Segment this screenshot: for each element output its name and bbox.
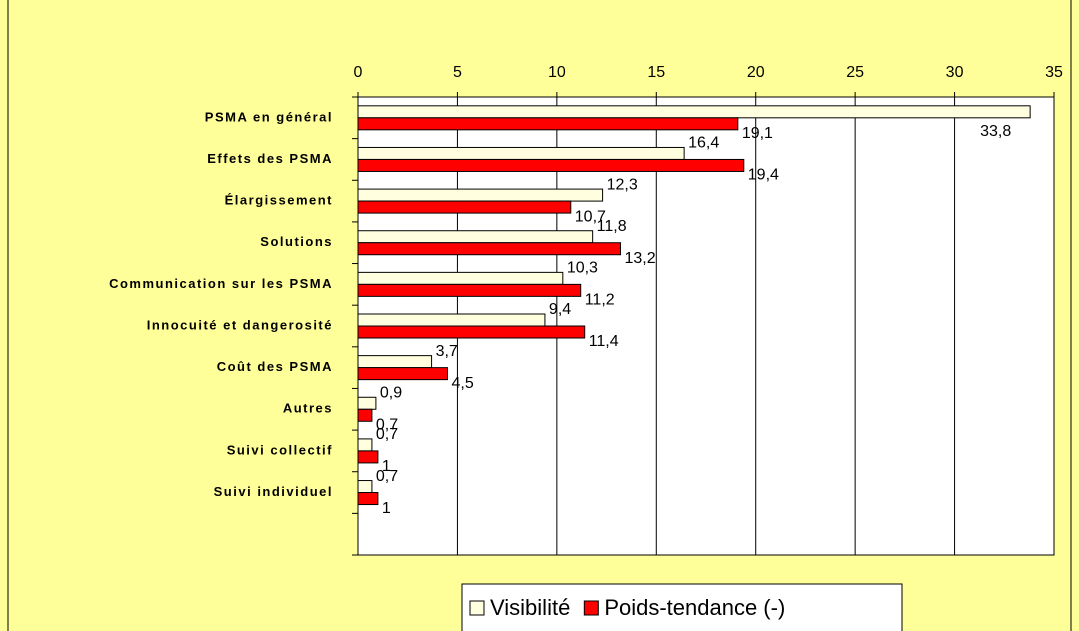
category-label: Élargissement <box>225 193 333 208</box>
category-label: Autres <box>283 401 333 416</box>
value-label: 0,7 <box>376 468 398 485</box>
value-label: 13,2 <box>624 250 655 267</box>
value-label: 4,5 <box>451 375 473 392</box>
bar <box>357 188 604 202</box>
x-tick-label: 25 <box>846 64 864 81</box>
bar <box>357 408 373 422</box>
x-tick-label: 20 <box>747 64 765 81</box>
bar <box>357 146 685 160</box>
value-label: 3,7 <box>436 343 458 360</box>
bar <box>357 230 594 244</box>
bar <box>357 325 586 339</box>
bar <box>357 396 377 410</box>
legend-swatch <box>583 600 599 616</box>
bar <box>357 200 572 214</box>
value-label: 11,2 <box>585 292 615 309</box>
category-label: PSMA en général <box>205 109 333 124</box>
category-label: Effets des PSMA <box>207 151 333 166</box>
value-label: 9,4 <box>549 301 571 318</box>
category-label: Solutions <box>260 234 333 249</box>
value-label: 19,4 <box>748 167 779 184</box>
bar <box>357 367 448 381</box>
value-label: 12,3 <box>607 176 638 193</box>
x-tick-label: 0 <box>354 64 363 81</box>
legend: Visibilité Poids-tendance (-) <box>461 583 903 631</box>
bar <box>357 105 1031 119</box>
value-label: 11,4 <box>589 333 619 350</box>
bar <box>357 313 546 327</box>
value-label: 10,3 <box>567 260 598 277</box>
legend-label: Poids-tendance (-) <box>604 595 785 620</box>
value-label: 0,7 <box>376 416 398 433</box>
value-label: 16,4 <box>688 135 719 152</box>
bar <box>357 492 379 506</box>
x-tick-label: 15 <box>647 64 665 81</box>
bar <box>357 242 621 256</box>
legend-box <box>461 583 903 631</box>
value-label: 11,8 <box>597 218 627 235</box>
value-label: 0,7 <box>376 426 398 443</box>
x-tick-label: 35 <box>1045 64 1063 81</box>
category-label: Suivi individuel <box>214 484 333 499</box>
value-label: 19,1 <box>742 125 773 142</box>
legend-label: Visibilité <box>490 595 570 620</box>
bar <box>357 438 373 452</box>
category-label: Innocuité et dangerosité <box>147 317 333 332</box>
bar <box>357 450 379 464</box>
value-label: 10,7 <box>575 208 606 225</box>
category-label: Communication sur les PSMA <box>109 276 333 291</box>
bar <box>357 355 433 369</box>
category-label: Coût des PSMA <box>217 359 333 374</box>
legend-swatch <box>469 600 485 616</box>
category-label: Suivi collectif <box>227 442 333 457</box>
bar <box>357 271 564 285</box>
value-label: 1 <box>382 458 391 475</box>
value-label: 0,9 <box>380 384 402 401</box>
x-tick-label: 30 <box>946 64 964 81</box>
x-tick-label: 10 <box>548 64 566 81</box>
x-tick-label: 5 <box>453 64 462 81</box>
bar <box>357 480 373 494</box>
bar <box>357 283 582 297</box>
value-label: 1 <box>382 500 391 517</box>
value-label: 33,8 <box>980 123 1011 140</box>
bar <box>357 158 745 172</box>
bar <box>357 117 739 131</box>
